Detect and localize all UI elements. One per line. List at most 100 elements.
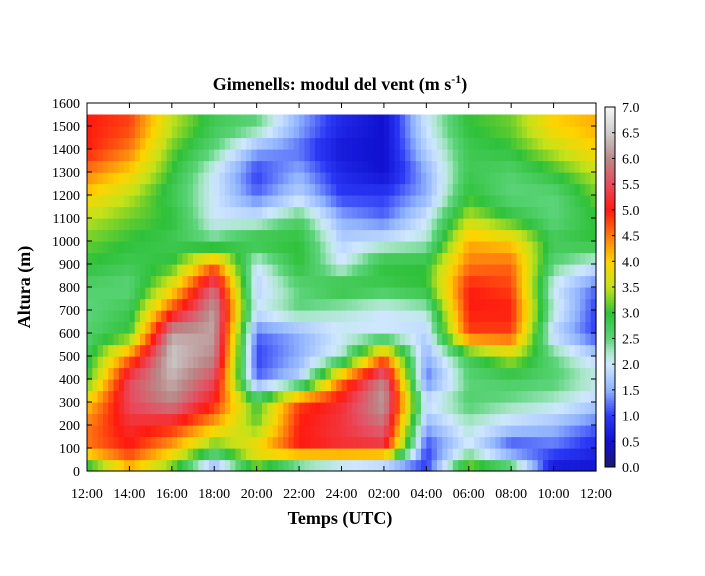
heatmap-cell [346,333,353,346]
heatmap-cell [569,252,576,265]
heatmap-cell [145,459,152,472]
heatmap-cell [304,275,311,288]
colorbar-segment [605,184,615,188]
heatmap-cell [368,310,374,323]
heatmap-cell [288,229,295,242]
heatmap-cell [362,379,369,392]
heatmap-cell [569,367,576,380]
heatmap-cell [299,298,305,311]
heatmap-cell [272,448,279,461]
heatmap-cell [177,356,184,369]
heatmap-cell [410,172,417,185]
heatmap-cell [309,114,316,127]
heatmap-cell [479,390,486,403]
heatmap-cell [288,333,295,346]
heatmap-cell [585,172,592,185]
heatmap-cell [325,425,332,438]
heatmap-cell [309,218,316,231]
heatmap-cell [527,390,533,403]
heatmap-cell [309,425,316,438]
heatmap-cell [203,413,210,426]
heatmap-cell [177,402,184,415]
heatmap-cell [399,264,406,277]
heatmap-cell [458,448,465,461]
heatmap-cell [389,298,396,311]
heatmap-cell [150,425,157,438]
heatmap-cell [330,436,337,449]
heatmap-cell [272,379,279,392]
heatmap-cell [505,321,512,334]
heatmap-cell [166,425,173,438]
heatmap-cell [214,229,221,242]
heatmap-cell [421,344,427,357]
heatmap-cell [134,402,141,415]
heatmap-cell [590,183,597,196]
heatmap-cell [479,459,486,472]
heatmap-cell [140,310,146,323]
heatmap-cell [208,390,215,403]
heatmap-cell [171,310,178,323]
heatmap-cell [442,402,449,415]
heatmap-cell [208,264,215,277]
heatmap-cell [415,448,422,461]
heatmap-cell [574,252,581,265]
heatmap-cell [580,436,586,449]
heatmap-cell [368,413,374,426]
heatmap-cell [479,310,486,323]
heatmap-cell [235,241,242,254]
heatmap-cell [140,287,146,300]
heatmap-cell [108,379,115,392]
heatmap-cell [484,287,491,300]
heatmap-cell [458,344,465,357]
heatmap-cell [108,436,115,449]
heatmap-cell [171,183,178,196]
heatmap-cell [129,402,136,415]
heatmap-cell [442,183,449,196]
heatmap-cell [394,402,401,415]
heatmap-cell [399,390,406,403]
heatmap-cell [415,160,422,173]
y-tick-label: 1000 [52,235,80,250]
heatmap-cell [564,160,571,173]
heatmap-cell [415,126,422,139]
heatmap-cell [320,459,327,472]
heatmap-cell [261,287,268,300]
heatmap-cell [521,264,528,277]
colorbar-segment [605,415,615,419]
heatmap-cell [458,333,465,346]
heatmap-cell [569,436,576,449]
heatmap-cell [256,126,263,139]
heatmap-cell [362,436,369,449]
heatmap-cell [299,402,305,415]
heatmap-cell [580,264,586,277]
heatmap-cell [171,126,178,139]
heatmap-cell [87,298,93,311]
heatmap-cell [415,459,422,472]
heatmap-cell [299,448,305,461]
heatmap-cell [452,218,459,231]
heatmap-cell [447,149,454,162]
heatmap-cell [108,229,115,242]
heatmap-cell [193,195,199,208]
heatmap-cell [527,356,533,369]
heatmap-cell [580,229,586,242]
heatmap-cell [463,160,470,173]
heatmap-cell [341,149,348,162]
heatmap-cell [108,425,115,438]
heatmap-cell [235,459,242,472]
heatmap-cell [516,390,523,403]
heatmap-cell [330,114,337,127]
heatmap-cell [166,287,173,300]
heatmap-cell [452,183,459,196]
heatmap-cell [585,229,592,242]
heatmap-cell [309,367,316,380]
heatmap-cell [288,241,295,254]
heatmap-cell [426,275,433,288]
colorbar-segment [605,459,615,463]
heatmap-cell [187,264,194,277]
heatmap-cell [272,310,279,323]
heatmap-cell [145,241,152,254]
heatmap-cell [214,436,221,449]
heatmap-cell [124,333,131,346]
heatmap-cell [203,344,210,357]
